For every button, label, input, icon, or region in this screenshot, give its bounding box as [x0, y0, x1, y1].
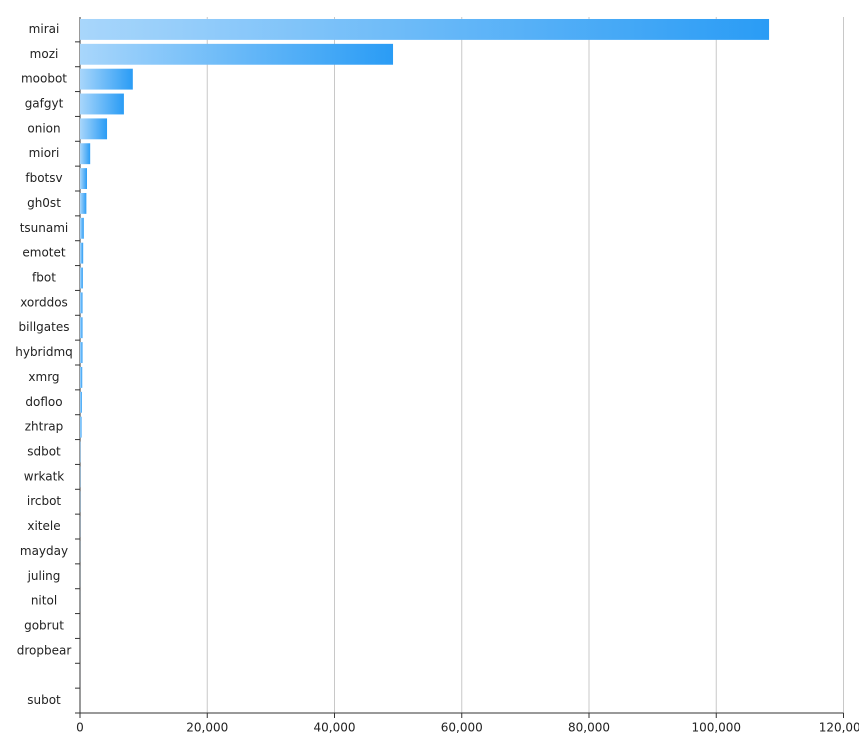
bar — [80, 43, 394, 65]
y-tick-label: onion — [27, 121, 60, 135]
bar — [80, 391, 82, 413]
bar — [80, 68, 133, 90]
x-tick-label: 100,000 — [691, 721, 741, 735]
y-tick-label: gafgyt — [25, 97, 64, 111]
bar — [80, 292, 83, 314]
y-tick-label: zhtrap — [25, 420, 64, 434]
y-tick-label: subot — [27, 693, 61, 707]
y-tick-label: miori — [29, 146, 60, 160]
y-tick-label: gobrut — [24, 619, 64, 633]
bar — [80, 267, 83, 289]
x-tick-label: 40,000 — [314, 721, 356, 735]
y-tick-label: wrkatk — [24, 469, 65, 483]
x-tick-label: 20,000 — [186, 721, 228, 735]
y-tick-label: xitele — [27, 519, 60, 533]
x-tick-label: 80,000 — [568, 721, 610, 735]
y-tick-label: hybridmq — [15, 345, 73, 359]
y-tick-label: tsunami — [20, 221, 69, 235]
bar — [80, 366, 83, 388]
y-tick-label: mirai — [29, 22, 60, 36]
bar — [80, 168, 87, 190]
y-tick-label: sdbot — [27, 445, 61, 459]
bar — [80, 118, 108, 140]
y-tick-label: fbot — [32, 271, 56, 285]
y-tick-label: xorddos — [20, 295, 68, 309]
bar — [80, 192, 87, 214]
y-tick-label: gh0st — [27, 196, 61, 210]
y-tick-label: mozi — [30, 47, 59, 61]
bar — [80, 242, 84, 264]
y-tick-label: ircbot — [27, 494, 62, 508]
bar — [80, 317, 83, 339]
x-tick-label: 60,000 — [441, 721, 483, 735]
bar — [80, 342, 83, 364]
y-tick-label: fbotsv — [25, 171, 62, 185]
bar — [80, 143, 91, 165]
y-tick-label: juling — [27, 569, 61, 583]
bar — [80, 93, 124, 115]
y-tick-label: emotet — [22, 246, 66, 260]
y-tick-label: moobot — [21, 72, 67, 86]
bar — [80, 18, 770, 40]
bar — [80, 217, 84, 239]
x-tick-label: 120,000 — [819, 721, 859, 735]
y-tick-label: dofloo — [25, 395, 62, 409]
bar — [80, 416, 82, 438]
y-tick-label: nitol — [31, 594, 57, 608]
y-tick-label: mayday — [20, 544, 68, 558]
y-tick-label: xmrg — [28, 370, 59, 384]
y-tick-label: billgates — [19, 320, 70, 334]
x-tick-label: 0 — [76, 721, 84, 735]
y-tick-label: dropbear — [17, 643, 72, 657]
